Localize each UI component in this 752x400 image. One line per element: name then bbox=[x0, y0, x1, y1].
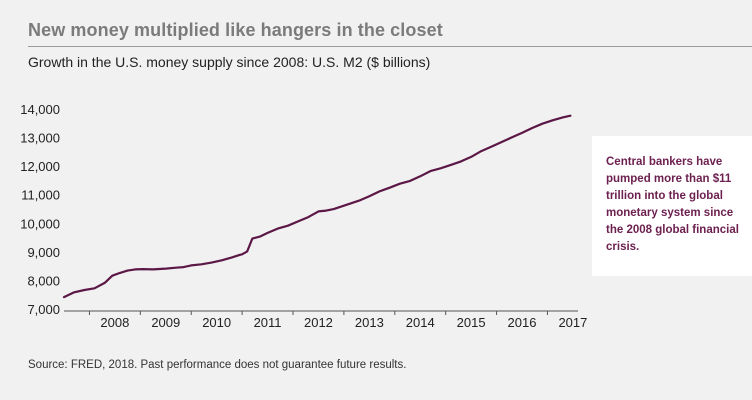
callout-box: Central bankers have pumped more than $1… bbox=[592, 136, 752, 276]
title-divider bbox=[28, 46, 752, 47]
x-tick-label: 2015 bbox=[457, 315, 486, 330]
callout-text: Central bankers have pumped more than $1… bbox=[606, 156, 739, 253]
series-line-m2 bbox=[62, 114, 572, 299]
x-tick-label: 2011 bbox=[254, 315, 282, 330]
y-tick-label: 7,000 bbox=[27, 302, 60, 317]
chart-title: New money multiplied like hangers in the… bbox=[28, 20, 443, 40]
x-tick-label: 2013 bbox=[355, 315, 384, 330]
y-tick-label: 13,000 bbox=[20, 131, 60, 146]
y-tick-label: 12,000 bbox=[20, 159, 60, 174]
y-tick-label: 8,000 bbox=[27, 273, 60, 288]
x-tick-label: 2010 bbox=[202, 315, 231, 330]
series-layer bbox=[62, 114, 572, 299]
x-tick-label: 2009 bbox=[151, 315, 180, 330]
x-axis-ticks: 2008 2009 2010 2011 2012 2013 2014 2015 2016 2017 bbox=[88, 311, 587, 330]
x-tick-label: 2016 bbox=[508, 315, 537, 330]
x-tick-label: 2017 bbox=[558, 315, 587, 330]
y-tick-label: 11,000 bbox=[21, 188, 60, 203]
x-tick-label: 2014 bbox=[406, 315, 435, 330]
x-tick-label: 2008 bbox=[100, 315, 129, 330]
x-tick-label: 2012 bbox=[304, 315, 333, 330]
source-note: Source: FRED, 2018. Past performance doe… bbox=[28, 359, 407, 371]
y-axis-ticks: 7,000 8,000 9,000 10,000 11,000 12,000 13,000 1… bbox=[20, 102, 60, 317]
y-tick-label: 9,000 bbox=[27, 245, 60, 260]
chart-subtitle: Growth in the U.S. money supply since 20… bbox=[28, 54, 431, 70]
y-tick-label: 14,000 bbox=[20, 102, 60, 117]
y-tick-label: 10,000 bbox=[20, 216, 60, 231]
